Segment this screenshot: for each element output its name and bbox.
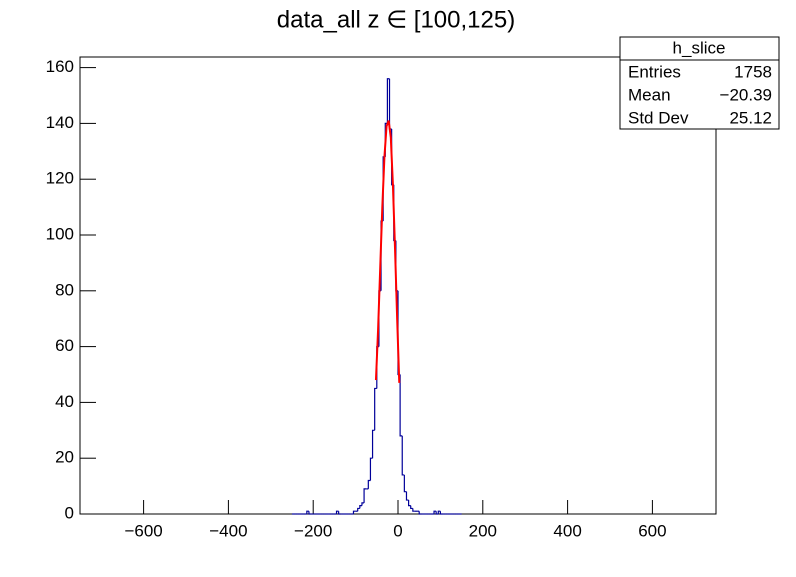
- stats-value: −20.39: [720, 85, 772, 104]
- stats-label: Std Dev: [628, 108, 689, 127]
- stats-value: 1758: [734, 62, 772, 81]
- histogram-bin: [399, 374, 403, 437]
- stats-border: [619, 36, 780, 130]
- histogram-bin: [374, 387, 377, 431]
- histogram-bin: [403, 474, 407, 493]
- histogram-bin: [308, 511, 312, 515]
- x-tick-label: 200: [469, 521, 497, 540]
- stats-box: h_slice Entries 1758 Mean −20.39 Std Dev…: [619, 36, 780, 130]
- stats-value: 25.12: [729, 108, 772, 127]
- histogram-bin: [433, 510, 437, 514]
- histogram-bin: [412, 508, 415, 512]
- histogram-bin: [335, 510, 339, 514]
- histogram-bin: [386, 78, 390, 124]
- y-tick-label: 120: [46, 169, 74, 188]
- histogram-bin: [361, 502, 365, 506]
- y-tick-label: 160: [46, 57, 74, 76]
- chart-title: data_all z ∈ [100,125): [277, 6, 515, 33]
- histogram-bin: [405, 491, 409, 501]
- y-tick-label: 20: [55, 448, 74, 467]
- y-tick-label: 0: [65, 503, 74, 522]
- histogram-bin: [352, 510, 356, 514]
- x-tick-label: −200: [294, 521, 332, 540]
- y-tick-label: 80: [55, 280, 74, 299]
- x-tick-label: 0: [393, 521, 402, 540]
- histogram-bin: [401, 435, 405, 476]
- histogram-bin: [418, 511, 422, 515]
- x-tick-label: −600: [124, 521, 162, 540]
- histogram-bin: [437, 510, 441, 514]
- histogram-bin: [306, 510, 309, 514]
- histogram-bin: [359, 505, 362, 509]
- stats-label: Entries: [628, 62, 681, 81]
- stats-title: h_slice: [673, 38, 726, 57]
- histogram-bin: [357, 507, 360, 512]
- histogram-bin: [435, 511, 439, 515]
- y-tick-label: 60: [55, 336, 74, 355]
- x-tick-label: 600: [638, 521, 666, 540]
- histogram-bin: [408, 500, 411, 507]
- stats-label: Mean: [628, 85, 671, 104]
- histogram-bin: [410, 505, 413, 510]
- histogram-bin: [367, 479, 371, 489]
- histogram-bin: [439, 511, 443, 515]
- x-tick-label: 400: [553, 521, 581, 540]
- histogram-bin: [371, 429, 375, 459]
- y-tick-label: 40: [55, 392, 74, 411]
- fit-curve: [374, 120, 401, 383]
- x-tick-label: −400: [209, 521, 247, 540]
- histogram-bin: [369, 457, 373, 481]
- y-tick-label: 140: [46, 113, 74, 132]
- histogram-bin: [363, 488, 367, 503]
- histogram-bin: [338, 511, 341, 515]
- y-tick-label: 100: [46, 224, 74, 243]
